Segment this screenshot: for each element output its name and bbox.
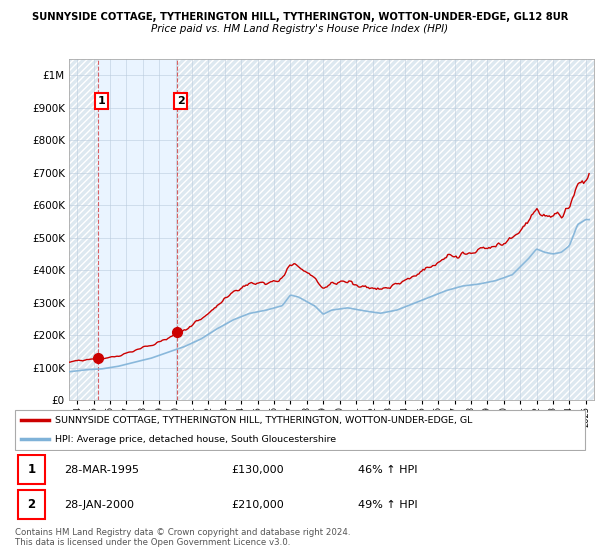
Text: SUNNYSIDE COTTAGE, TYTHERINGTON HILL, TYTHERINGTON, WOTTON-UNDER-EDGE, GL12 8UR: SUNNYSIDE COTTAGE, TYTHERINGTON HILL, TY… bbox=[32, 12, 568, 22]
Bar bbox=[69, 59, 98, 400]
FancyBboxPatch shape bbox=[18, 455, 46, 484]
Text: SUNNYSIDE COTTAGE, TYTHERINGTON HILL, TYTHERINGTON, WOTTON-UNDER-EDGE, GL: SUNNYSIDE COTTAGE, TYTHERINGTON HILL, TY… bbox=[55, 416, 473, 424]
Text: 28-JAN-2000: 28-JAN-2000 bbox=[64, 500, 134, 510]
Text: HPI: Average price, detached house, South Gloucestershire: HPI: Average price, detached house, Sout… bbox=[55, 435, 337, 444]
Bar bbox=[177, 59, 594, 400]
Text: 2: 2 bbox=[28, 498, 35, 511]
Text: 2: 2 bbox=[176, 96, 184, 106]
Text: 1: 1 bbox=[28, 463, 35, 476]
FancyBboxPatch shape bbox=[18, 490, 46, 520]
FancyBboxPatch shape bbox=[15, 410, 585, 450]
Text: Contains HM Land Registry data © Crown copyright and database right 2024.
This d: Contains HM Land Registry data © Crown c… bbox=[15, 528, 350, 547]
Text: 46% ↑ HPI: 46% ↑ HPI bbox=[358, 465, 417, 475]
Text: 1: 1 bbox=[98, 96, 106, 106]
Text: Price paid vs. HM Land Registry's House Price Index (HPI): Price paid vs. HM Land Registry's House … bbox=[151, 24, 449, 34]
Text: 49% ↑ HPI: 49% ↑ HPI bbox=[358, 500, 417, 510]
Bar bbox=[69, 59, 98, 400]
Text: £130,000: £130,000 bbox=[231, 465, 284, 475]
Bar bbox=[177, 59, 594, 400]
Bar bbox=[98, 59, 177, 400]
Text: £210,000: £210,000 bbox=[231, 500, 284, 510]
Text: 28-MAR-1995: 28-MAR-1995 bbox=[64, 465, 139, 475]
